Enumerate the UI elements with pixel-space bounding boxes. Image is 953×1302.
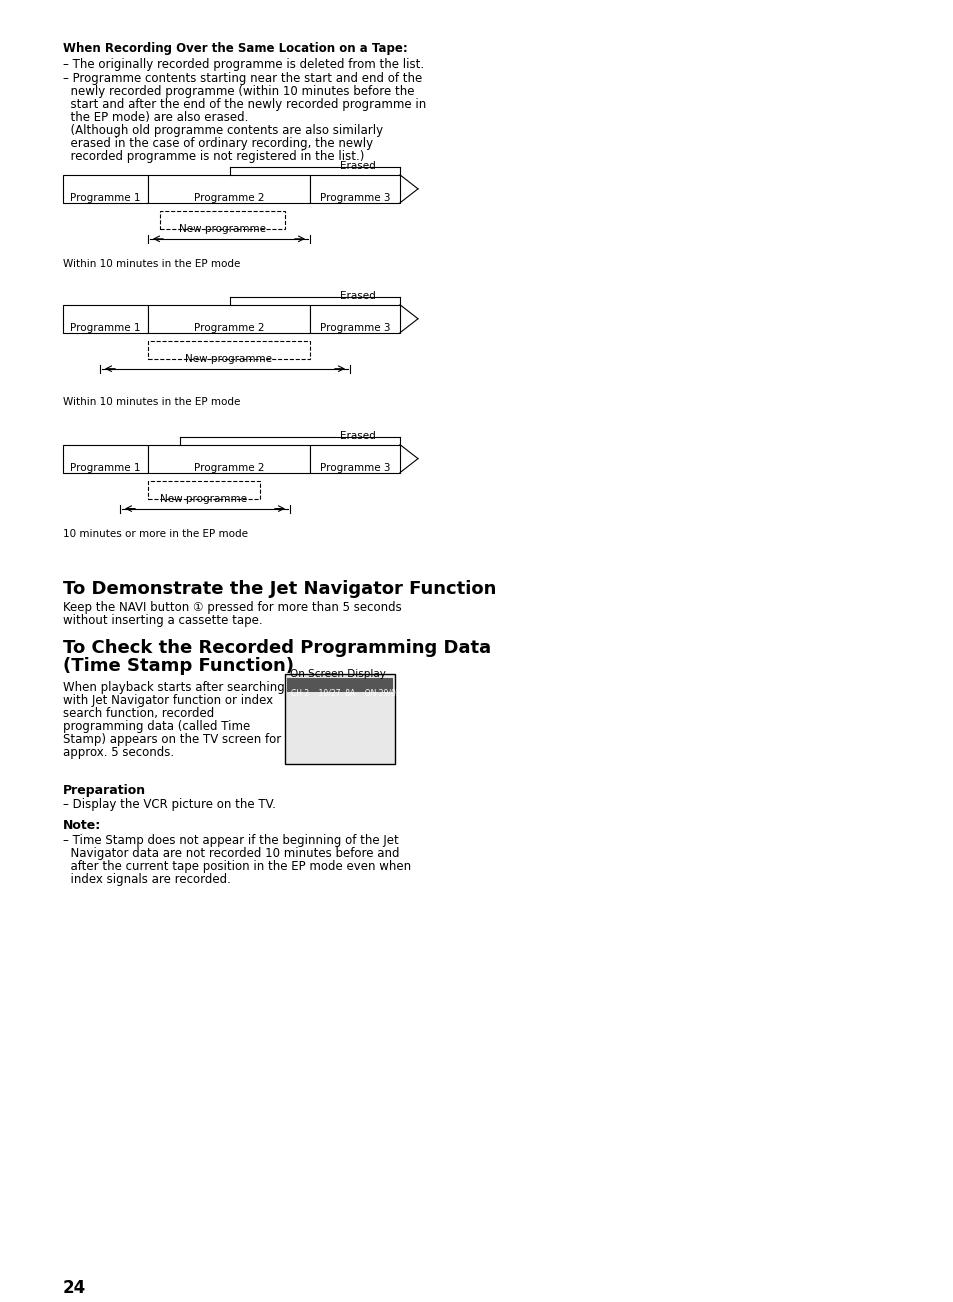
Bar: [285, 674, 395, 764]
Text: – Time Stamp does not appear if the beginning of the Jet: – Time Stamp does not appear if the begi…: [63, 835, 398, 848]
Text: Within 10 minutes in the EP mode: Within 10 minutes in the EP mode: [63, 259, 240, 268]
Bar: [148, 341, 310, 359]
Text: 24: 24: [63, 1279, 86, 1297]
Text: To Check the Recorded Programming Data: To Check the Recorded Programming Data: [63, 639, 491, 658]
Text: recorded programme is not registered in the list.): recorded programme is not registered in …: [63, 150, 364, 163]
Text: (Time Stamp Function): (Time Stamp Function): [63, 658, 294, 676]
Text: after the current tape position in the EP mode even when: after the current tape position in the E…: [63, 861, 411, 874]
Bar: [148, 480, 260, 499]
Text: On Screen Display: On Screen Display: [290, 669, 385, 680]
Text: Erased: Erased: [339, 431, 375, 440]
Bar: [160, 211, 285, 229]
Bar: [63, 445, 148, 473]
Text: New programme: New programme: [160, 493, 247, 504]
Text: search function, recorded: search function, recorded: [63, 707, 214, 720]
Text: approx. 5 seconds.: approx. 5 seconds.: [63, 746, 174, 759]
Text: Programme 1: Programme 1: [71, 323, 141, 333]
Bar: [63, 174, 148, 203]
Bar: [310, 174, 399, 203]
Text: start and after the end of the newly recorded programme in: start and after the end of the newly rec…: [63, 98, 426, 111]
Text: with Jet Navigator function or index: with Jet Navigator function or index: [63, 694, 273, 707]
Text: Navigator data are not recorded 10 minutes before and: Navigator data are not recorded 10 minut…: [63, 848, 399, 861]
Text: Erased: Erased: [339, 161, 375, 171]
Text: Programme 1: Programme 1: [71, 193, 141, 203]
Bar: [287, 678, 393, 693]
Text: To Demonstrate the Jet Navigator Function: To Demonstrate the Jet Navigator Functio…: [63, 579, 496, 598]
Bar: [310, 305, 399, 333]
Text: without inserting a cassette tape.: without inserting a cassette tape.: [63, 613, 262, 626]
Text: programming data (called Time: programming data (called Time: [63, 720, 250, 733]
Bar: [310, 445, 399, 473]
Text: – Display the VCR picture on the TV.: – Display the VCR picture on the TV.: [63, 798, 275, 811]
Text: – The originally recorded programme is deleted from the list.: – The originally recorded programme is d…: [63, 59, 424, 70]
Text: Erased: Erased: [339, 290, 375, 301]
Text: New programme: New programme: [185, 354, 273, 363]
Bar: [63, 305, 148, 333]
Text: Programme 3: Programme 3: [319, 323, 390, 333]
Bar: [148, 305, 310, 333]
Text: Keep the NAVI button ① pressed for more than 5 seconds: Keep the NAVI button ① pressed for more …: [63, 600, 401, 613]
Text: Programme 2: Programme 2: [193, 193, 264, 203]
Text: When playback starts after searching: When playback starts after searching: [63, 681, 284, 694]
Bar: [148, 174, 310, 203]
Text: Within 10 minutes in the EP mode: Within 10 minutes in the EP mode: [63, 397, 240, 406]
Text: index signals are recorded.: index signals are recorded.: [63, 874, 231, 887]
Text: Preparation: Preparation: [63, 784, 146, 797]
Text: CH 2    10/27. 8A    ON 29/02: CH 2 10/27. 8A ON 29/02: [291, 689, 400, 698]
Bar: [148, 445, 310, 473]
Text: the EP mode) are also erased.: the EP mode) are also erased.: [63, 111, 248, 124]
Text: Programme 2: Programme 2: [193, 323, 264, 333]
Text: Programme 3: Programme 3: [319, 462, 390, 473]
Text: newly recorded programme (within 10 minutes before the: newly recorded programme (within 10 minu…: [63, 85, 414, 98]
Text: When Recording Over the Same Location on a Tape:: When Recording Over the Same Location on…: [63, 42, 407, 55]
Text: Programme 3: Programme 3: [319, 193, 390, 203]
Text: erased in the case of ordinary recording, the newly: erased in the case of ordinary recording…: [63, 137, 373, 150]
Text: (Although old programme contents are also similarly: (Although old programme contents are als…: [63, 124, 383, 137]
Text: Stamp) appears on the TV screen for: Stamp) appears on the TV screen for: [63, 733, 281, 746]
Text: – Programme contents starting near the start and end of the: – Programme contents starting near the s…: [63, 72, 422, 85]
Text: New programme: New programme: [179, 224, 266, 234]
Text: Programme 2: Programme 2: [193, 462, 264, 473]
Text: Note:: Note:: [63, 819, 101, 832]
Text: Programme 1: Programme 1: [71, 462, 141, 473]
Text: 10 minutes or more in the EP mode: 10 minutes or more in the EP mode: [63, 529, 248, 539]
